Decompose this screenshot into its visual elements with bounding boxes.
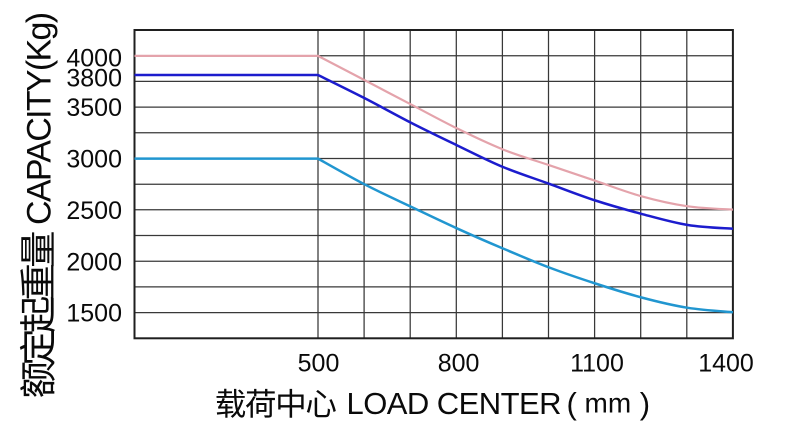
svg-text:2500: 2500 xyxy=(66,197,122,225)
svg-text:4000: 4000 xyxy=(66,45,122,73)
svg-text:CAPACITY(Kg): CAPACITY(Kg) xyxy=(21,13,59,225)
svg-text:): ) xyxy=(640,386,650,421)
svg-text:2000: 2000 xyxy=(66,248,122,276)
svg-text:1100: 1100 xyxy=(570,349,624,377)
svg-text:3000: 3000 xyxy=(66,146,122,174)
svg-text:3800: 3800 xyxy=(66,65,122,93)
svg-text:LOAD CENTER: LOAD CENTER xyxy=(347,386,561,421)
svg-text:mm: mm xyxy=(585,387,632,418)
svg-text:1500: 1500 xyxy=(66,300,122,328)
svg-text:(: ( xyxy=(567,386,578,421)
svg-text:800: 800 xyxy=(438,349,480,377)
svg-text:3500: 3500 xyxy=(66,94,122,122)
svg-text:1400: 1400 xyxy=(698,349,754,377)
svg-text:500: 500 xyxy=(298,349,340,377)
